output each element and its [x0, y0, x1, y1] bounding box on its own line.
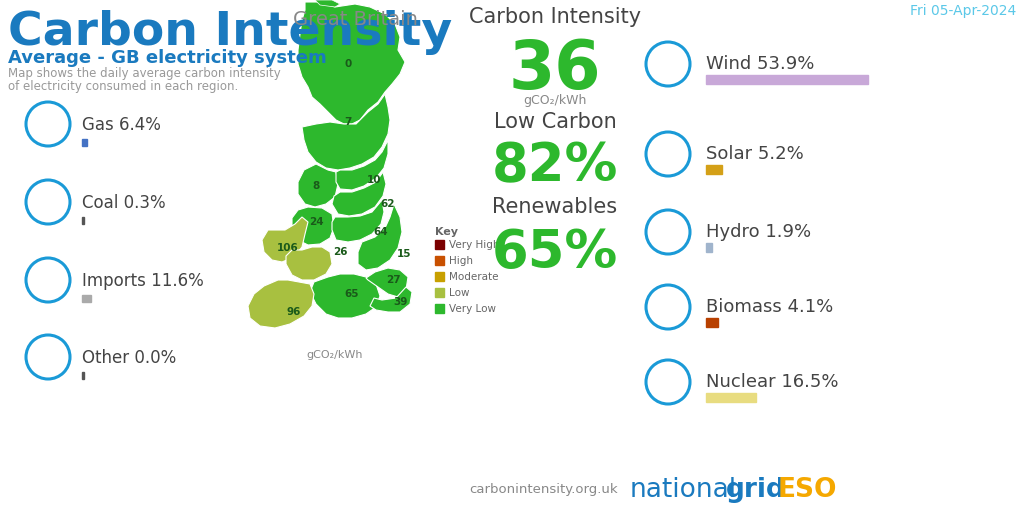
Text: 15: 15 — [396, 249, 412, 259]
Text: Solar 5.2%: Solar 5.2% — [706, 145, 804, 163]
Text: 8: 8 — [312, 181, 319, 191]
Text: 96: 96 — [287, 307, 301, 317]
Text: 64: 64 — [374, 227, 388, 237]
Text: of electricity consumed in each region.: of electricity consumed in each region. — [8, 80, 239, 93]
Polygon shape — [332, 200, 384, 242]
Text: 82%: 82% — [492, 140, 618, 192]
Text: 0: 0 — [344, 59, 351, 69]
Polygon shape — [315, 0, 340, 7]
Bar — [435, 256, 444, 265]
Text: Great Britain: Great Britain — [293, 10, 418, 29]
Polygon shape — [358, 204, 402, 270]
Bar — [82, 139, 87, 146]
Bar — [706, 393, 756, 402]
Text: Moderate: Moderate — [449, 271, 499, 282]
Text: national: national — [630, 477, 737, 503]
Polygon shape — [292, 207, 334, 245]
Text: 24: 24 — [308, 217, 324, 227]
Text: Wind 53.9%: Wind 53.9% — [706, 55, 814, 73]
Bar — [435, 240, 444, 249]
Text: 26: 26 — [333, 247, 347, 257]
Polygon shape — [248, 280, 314, 328]
Bar — [82, 372, 84, 379]
Polygon shape — [262, 217, 308, 262]
Polygon shape — [310, 274, 380, 318]
Polygon shape — [298, 2, 406, 124]
Polygon shape — [286, 247, 332, 280]
Text: Imports 11.6%: Imports 11.6% — [82, 272, 204, 290]
Text: Carbon Intensity: Carbon Intensity — [469, 7, 641, 27]
Polygon shape — [366, 268, 408, 297]
Text: 65: 65 — [345, 289, 359, 299]
Text: Carbon Intensity: Carbon Intensity — [8, 10, 453, 55]
Text: Gas 6.4%: Gas 6.4% — [82, 116, 161, 134]
Text: 36: 36 — [509, 37, 601, 103]
Text: Key: Key — [435, 227, 458, 237]
Text: Low Carbon: Low Carbon — [494, 112, 616, 132]
Text: 10: 10 — [367, 175, 381, 185]
Text: Fri 05-Apr-2024: Fri 05-Apr-2024 — [909, 4, 1016, 18]
Text: carbonintensity.org.uk: carbonintensity.org.uk — [469, 483, 618, 497]
Bar — [82, 295, 91, 302]
Text: High: High — [449, 255, 473, 266]
Text: 62: 62 — [381, 199, 395, 209]
Text: 65%: 65% — [492, 227, 618, 279]
Text: gCO₂/kWh: gCO₂/kWh — [307, 350, 364, 360]
Text: Hydro 1.9%: Hydro 1.9% — [706, 223, 811, 241]
Text: grid: grid — [726, 477, 785, 503]
Polygon shape — [332, 172, 386, 216]
Bar — [82, 217, 84, 224]
Text: Very Low: Very Low — [449, 304, 496, 313]
Text: Map shows the daily average carbon intensity: Map shows the daily average carbon inten… — [8, 67, 281, 80]
Bar — [435, 272, 444, 281]
Text: Biomass 4.1%: Biomass 4.1% — [706, 298, 834, 316]
Text: 27: 27 — [386, 275, 400, 285]
Text: Other 0.0%: Other 0.0% — [82, 349, 176, 367]
Text: 39: 39 — [393, 297, 408, 307]
Text: 106: 106 — [278, 243, 299, 253]
Text: Very High: Very High — [449, 240, 500, 249]
Text: Nuclear 16.5%: Nuclear 16.5% — [706, 373, 839, 391]
Bar — [706, 243, 712, 252]
Bar — [706, 75, 867, 84]
Bar — [706, 318, 718, 327]
Text: ESO: ESO — [778, 477, 838, 503]
Text: Average - GB electricity system: Average - GB electricity system — [8, 49, 327, 67]
Bar — [435, 288, 444, 297]
Text: 7: 7 — [344, 117, 351, 127]
Bar — [706, 165, 722, 174]
Text: gCO₂/kWh: gCO₂/kWh — [523, 94, 587, 107]
Polygon shape — [370, 287, 412, 312]
Polygon shape — [302, 94, 390, 170]
Polygon shape — [298, 164, 338, 207]
Text: Low: Low — [449, 288, 469, 297]
Bar — [435, 304, 444, 313]
Text: Coal 0.3%: Coal 0.3% — [82, 194, 166, 212]
Polygon shape — [336, 140, 388, 190]
Text: Renewables: Renewables — [493, 197, 617, 217]
